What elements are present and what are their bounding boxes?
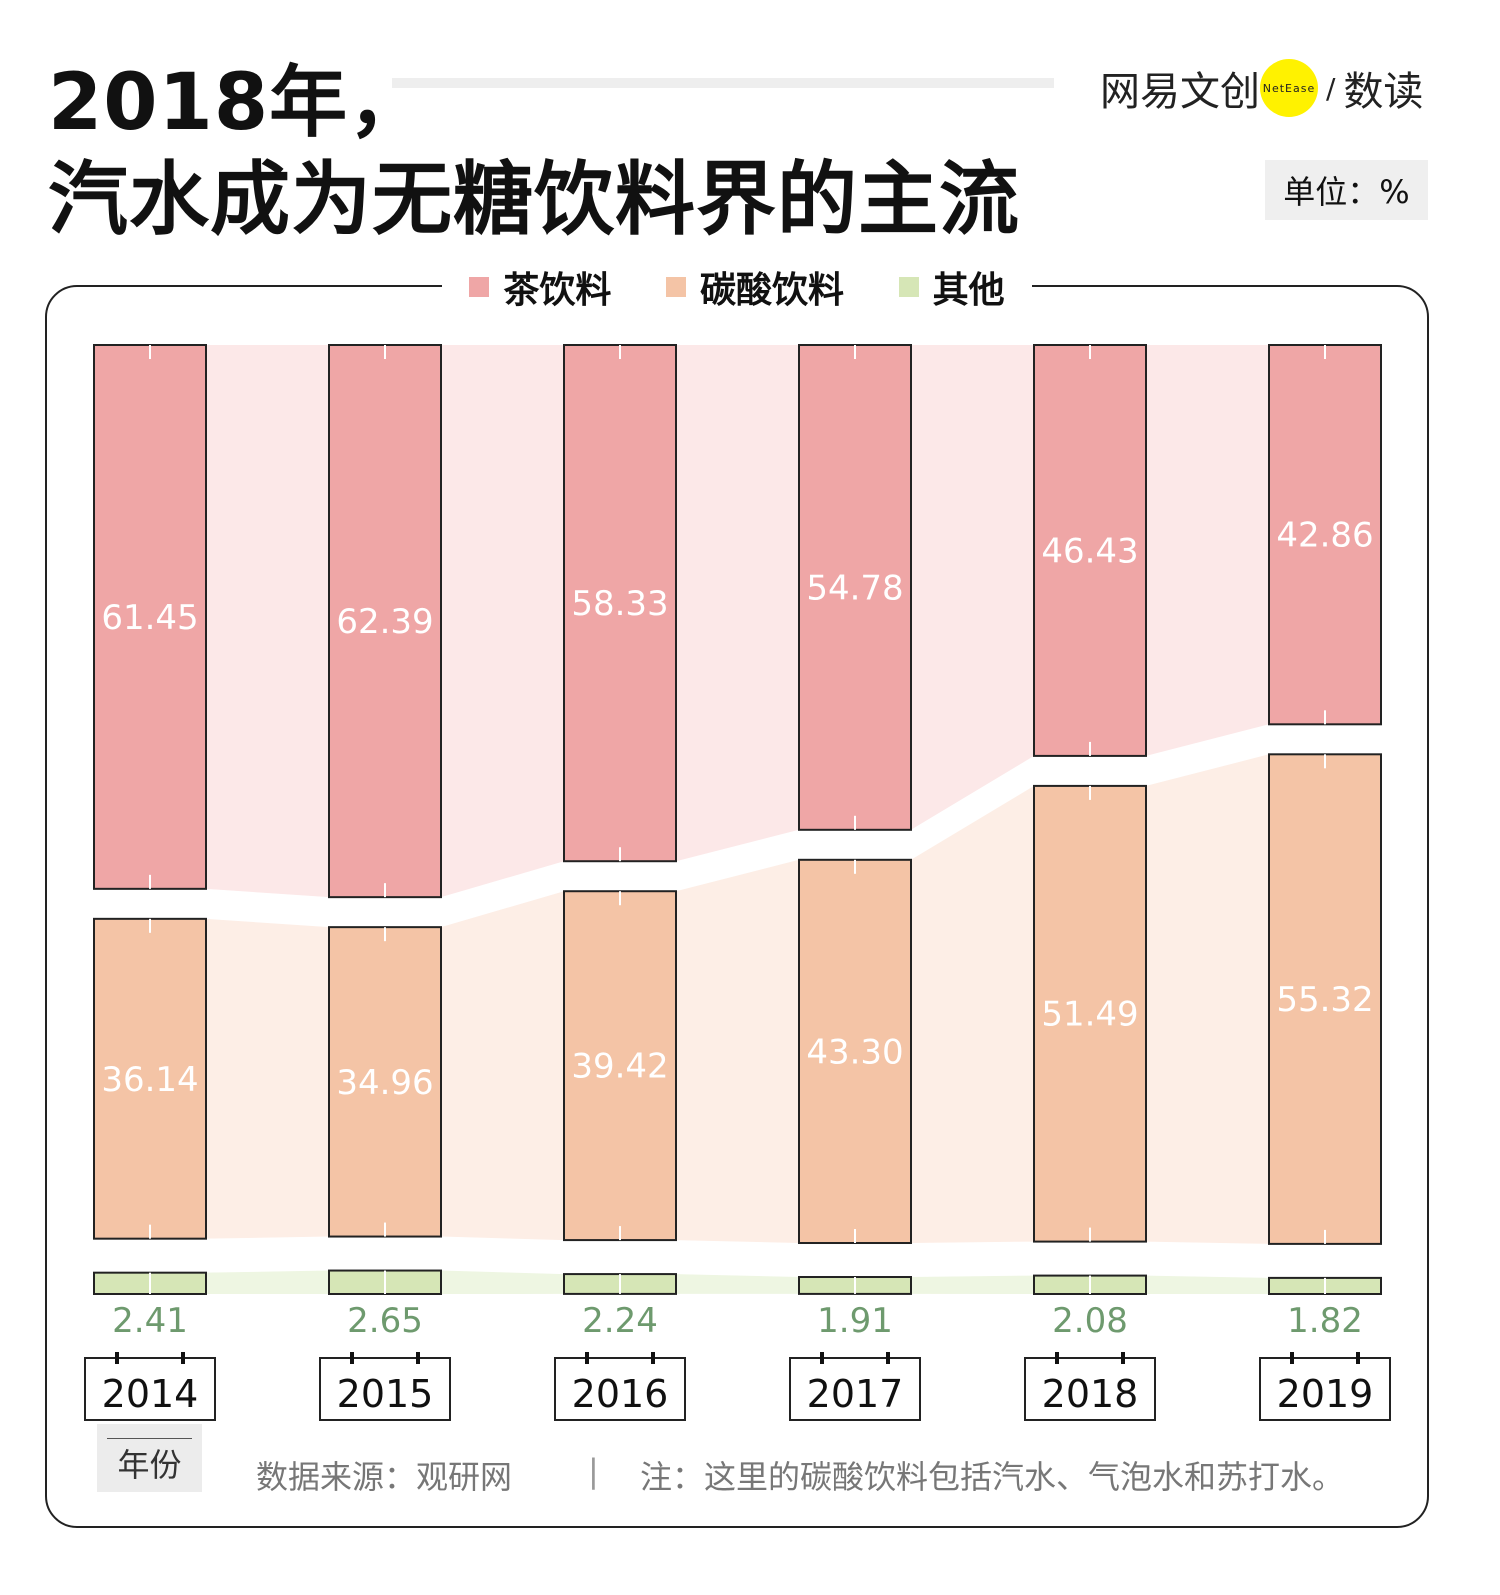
data-label: 2.08: [1052, 1301, 1128, 1341]
data-label: 61.45: [101, 598, 198, 638]
data-label: 42.86: [1276, 516, 1373, 556]
x-tick-label: 2018: [1042, 1372, 1139, 1416]
bar-2016-0: [563, 344, 677, 863]
band-2-3: [911, 1275, 1034, 1294]
year-box: [84, 1357, 216, 1421]
bar-2018-0: [1033, 344, 1147, 757]
x-axis-title: 年份: [97, 1424, 202, 1492]
x-tick-label: 2015: [337, 1372, 434, 1416]
data-label: 55.32: [1276, 980, 1373, 1020]
data-label: 2.65: [347, 1301, 423, 1341]
data-label: 51.49: [1041, 995, 1138, 1035]
legend-swatch: [898, 277, 919, 297]
title-rule: [392, 78, 1054, 88]
x-tick-label: 2017: [807, 1372, 904, 1416]
data-label: 1.91: [817, 1301, 893, 1341]
bar-2015-0: [328, 344, 442, 899]
note-text: 注：这里的碳酸饮料包括汽水、气泡水和苏打水。: [640, 1458, 1345, 1496]
title-line-1: 2018年，: [48, 58, 428, 148]
data-label: 62.39: [336, 602, 433, 642]
data-label: 54.78: [806, 568, 903, 608]
title-line-2: 汽水成为无糖饮料界的主流: [48, 153, 1020, 246]
legend-label: 碳酸饮料: [699, 270, 844, 311]
band-2-1: [441, 1270, 564, 1294]
band-2-4: [1146, 1275, 1269, 1294]
bar-2015-1: [328, 926, 442, 1238]
data-label: 58.33: [571, 584, 668, 624]
data-label: 36.14: [101, 1060, 198, 1100]
band-2-0: [206, 1270, 329, 1294]
logo-sep: /: [1326, 71, 1336, 105]
band-0-1: [441, 345, 564, 898]
x-tick-label: 2016: [572, 1372, 669, 1416]
unit-label: 单位：%: [1265, 160, 1428, 220]
band-0-2: [676, 345, 799, 862]
x-tick-label: 2014: [102, 1372, 199, 1416]
bar-2019-0: [1268, 344, 1382, 726]
legend-item-carbonated: 碳酸饮料: [665, 261, 844, 313]
band-1-4: [1146, 754, 1269, 1244]
data-label: 39.42: [571, 1047, 668, 1087]
band-1-3: [911, 785, 1034, 1244]
legend-label: 其他: [932, 270, 1005, 311]
bar-2016-1: [563, 890, 677, 1242]
logo-brand: 网易文创: [1100, 69, 1260, 115]
data-label: 1.82: [1287, 1301, 1363, 1341]
legend-item-other: 其他: [898, 261, 1005, 313]
bar-2017-0: [798, 344, 912, 831]
footer-divider: |: [588, 1452, 599, 1490]
band-0-4: [1146, 345, 1269, 756]
bar-2018-1: [1033, 784, 1147, 1243]
band-1-2: [676, 859, 799, 1244]
data-label: 34.96: [336, 1063, 433, 1103]
year-box: [554, 1357, 686, 1421]
year-box: [1024, 1357, 1156, 1421]
logo: 网易文创 NetEase / 数读: [1100, 58, 1423, 118]
legend-swatch: [665, 277, 686, 297]
band-2-2: [676, 1274, 799, 1294]
data-label: 2.41: [112, 1301, 188, 1341]
legend-label: 茶饮料: [503, 270, 612, 311]
legend-item-tea: 茶饮料: [469, 261, 611, 313]
band-0-0: [206, 345, 329, 898]
data-label: 46.43: [1041, 531, 1138, 571]
source-text: 数据来源：观研网: [256, 1458, 513, 1496]
legend: 茶饮料 碳酸饮料 其他: [442, 262, 1032, 312]
band-1-0: [206, 918, 329, 1239]
year-box: [789, 1357, 921, 1421]
year-box: [319, 1357, 451, 1421]
bar-2019-1: [1268, 753, 1382, 1245]
year-box: [1259, 1357, 1391, 1421]
logo-product: 数读: [1343, 69, 1424, 115]
band-1-1: [441, 891, 564, 1241]
legend-swatch: [469, 277, 490, 297]
data-label: 43.30: [806, 1032, 903, 1072]
logo-badge: NetEase: [1260, 59, 1318, 117]
x-tick-label: 2019: [1277, 1372, 1374, 1416]
data-label: 2.24: [582, 1301, 658, 1341]
bar-2014-0: [93, 344, 207, 890]
band-0-3: [911, 345, 1034, 830]
